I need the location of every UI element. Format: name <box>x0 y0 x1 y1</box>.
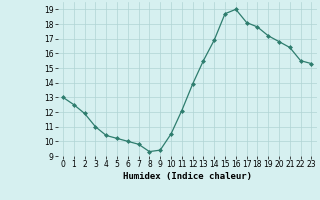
X-axis label: Humidex (Indice chaleur): Humidex (Indice chaleur) <box>123 172 252 181</box>
